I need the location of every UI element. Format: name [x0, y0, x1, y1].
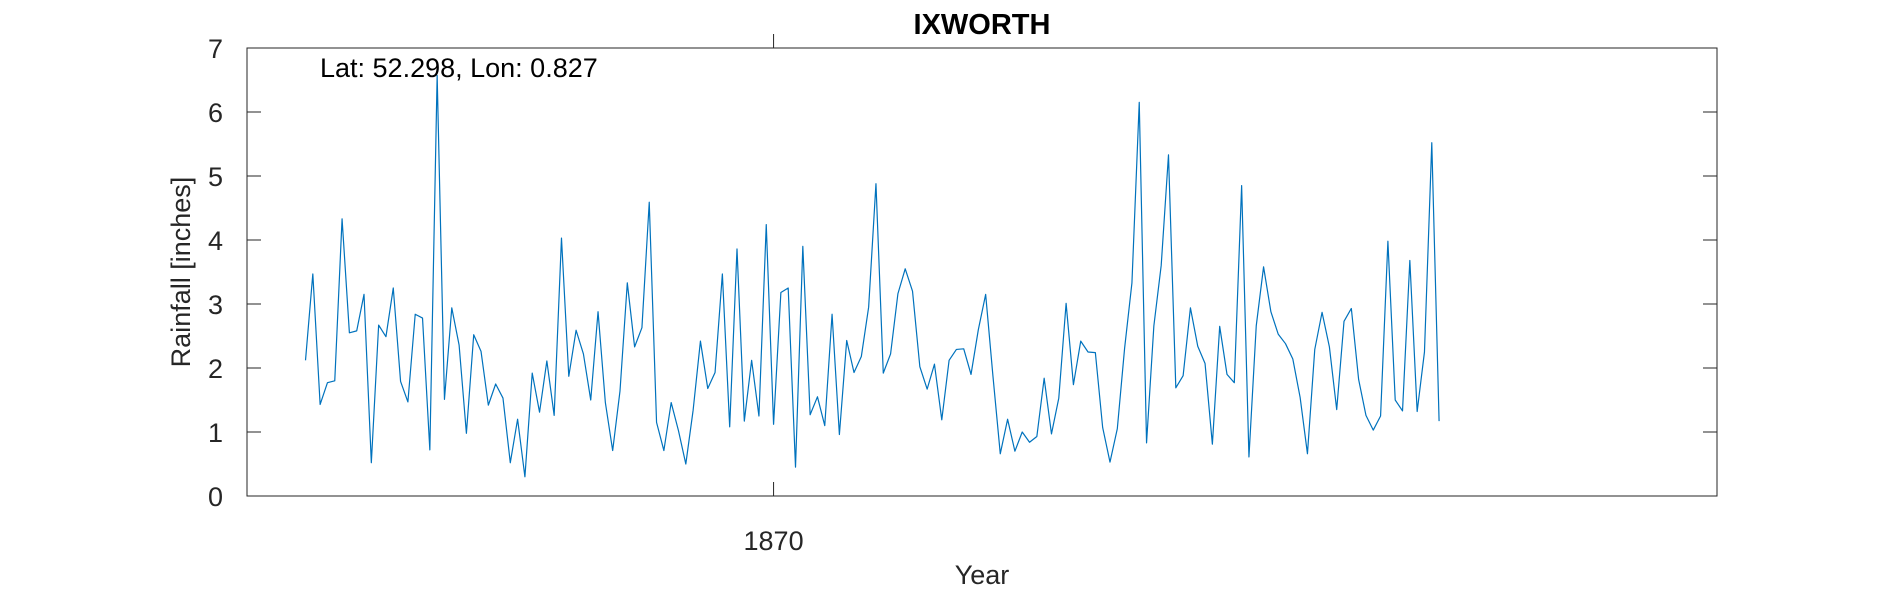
y-axis-label: Rainfall [inches]: [166, 177, 196, 368]
x-tick-labels: 1870: [744, 526, 804, 556]
y-tick-label: 3: [208, 290, 223, 320]
x-tick-label: 1870: [744, 526, 804, 556]
y-tick-label: 6: [208, 98, 223, 128]
x-axis-label: Year: [955, 560, 1010, 590]
y-tick-marks: [247, 47, 1717, 497]
chart-title: IXWORTH: [914, 9, 1051, 41]
plot-area: [246, 47, 1718, 497]
y-tick-labels: 0 1 2 3 4 5 6 7: [208, 34, 223, 512]
location-annotation: Lat: 52.298, Lon: 0.827: [320, 53, 598, 83]
y-tick-label: 5: [208, 162, 223, 192]
rainfall-series-line: [304, 74, 1440, 478]
y-tick-label: 4: [208, 226, 223, 256]
series-group: [304, 74, 1440, 478]
y-tick-label: 0: [208, 482, 223, 512]
y-tick-label: 2: [208, 354, 223, 384]
y-tick-label: 1: [208, 418, 223, 448]
y-tick-label: 7: [208, 34, 223, 64]
